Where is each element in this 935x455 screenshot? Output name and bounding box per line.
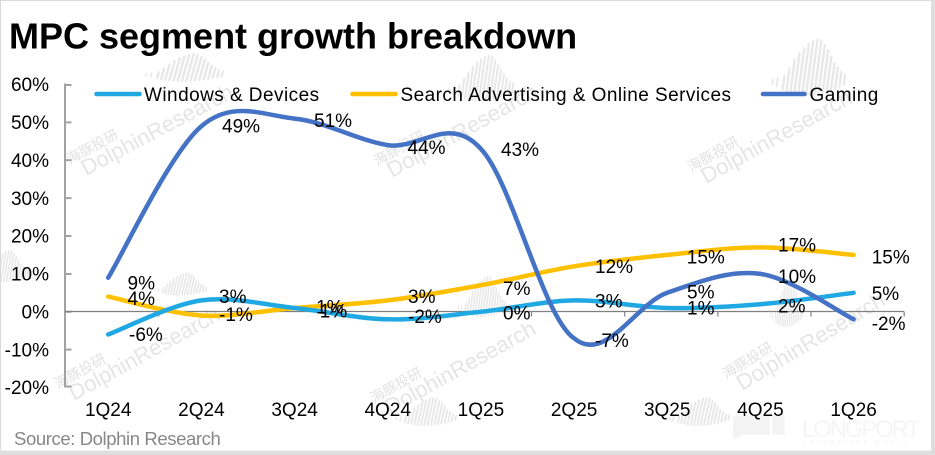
- svg-text:-20%: -20%: [5, 378, 49, 399]
- svg-text:3Q24: 3Q24: [271, 400, 318, 421]
- svg-text:60%: 60%: [11, 75, 49, 96]
- svg-text:3%: 3%: [219, 287, 247, 308]
- svg-text:-2%: -2%: [408, 307, 442, 328]
- svg-text:4Q25: 4Q25: [737, 400, 783, 421]
- svg-text:-7%: -7%: [595, 331, 629, 352]
- svg-text:15%: 15%: [687, 248, 725, 269]
- svg-text:-2%: -2%: [872, 314, 906, 335]
- svg-text:44%: 44%: [408, 138, 446, 159]
- svg-text:49%: 49%: [222, 117, 260, 138]
- svg-text:3%: 3%: [408, 287, 436, 308]
- svg-text:Source: Dolphin Research: Source: Dolphin Research: [14, 428, 220, 449]
- svg-text:51%: 51%: [314, 111, 352, 132]
- svg-text:4%: 4%: [128, 289, 156, 310]
- svg-text:Search Advertising & Online Se: Search Advertising & Online Services: [401, 85, 732, 106]
- svg-text:2Q25: 2Q25: [551, 400, 597, 421]
- svg-text:1Q25: 1Q25: [458, 400, 504, 421]
- svg-text:1%: 1%: [316, 297, 344, 318]
- svg-text:Windows & Devices: Windows & Devices: [144, 85, 320, 106]
- svg-text:5%: 5%: [872, 284, 900, 305]
- svg-text:10%: 10%: [778, 267, 816, 288]
- svg-text:7%: 7%: [503, 279, 531, 300]
- svg-text:LONGPORT: LONGPORT: [802, 416, 921, 443]
- svg-text:4Q24: 4Q24: [364, 400, 411, 421]
- svg-text:-1%: -1%: [219, 305, 253, 326]
- svg-text:3Q25: 3Q25: [644, 400, 690, 421]
- svg-text:MPC segment growth breakdown: MPC segment growth breakdown: [9, 16, 577, 57]
- svg-text:30%: 30%: [11, 189, 49, 210]
- svg-text:1%: 1%: [687, 299, 715, 320]
- svg-text:0%: 0%: [22, 303, 50, 324]
- svg-text:0%: 0%: [503, 303, 531, 324]
- svg-text:20%: 20%: [11, 227, 49, 248]
- svg-text:5%: 5%: [687, 282, 715, 303]
- svg-text:2%: 2%: [778, 296, 806, 317]
- svg-text:Gaming: Gaming: [810, 85, 879, 106]
- svg-text:9%: 9%: [128, 274, 156, 295]
- svg-text:-6%: -6%: [129, 325, 163, 346]
- svg-text:2Q24: 2Q24: [178, 400, 225, 421]
- svg-text:1%: 1%: [320, 302, 348, 323]
- svg-text:12%: 12%: [595, 257, 633, 278]
- svg-text:1Q24: 1Q24: [85, 400, 132, 421]
- svg-text:-10%: -10%: [5, 340, 49, 361]
- svg-text:15%: 15%: [872, 248, 910, 269]
- svg-text:40%: 40%: [11, 151, 49, 172]
- svg-text:17%: 17%: [778, 236, 816, 257]
- svg-text:LONGBRIDGE WHALE: LONGBRIDGE WHALE: [803, 440, 910, 447]
- svg-text:43%: 43%: [501, 140, 539, 161]
- svg-text:10%: 10%: [11, 265, 49, 286]
- svg-text:50%: 50%: [11, 113, 49, 134]
- svg-text:1Q26: 1Q26: [830, 400, 876, 421]
- svg-text:3%: 3%: [595, 291, 623, 312]
